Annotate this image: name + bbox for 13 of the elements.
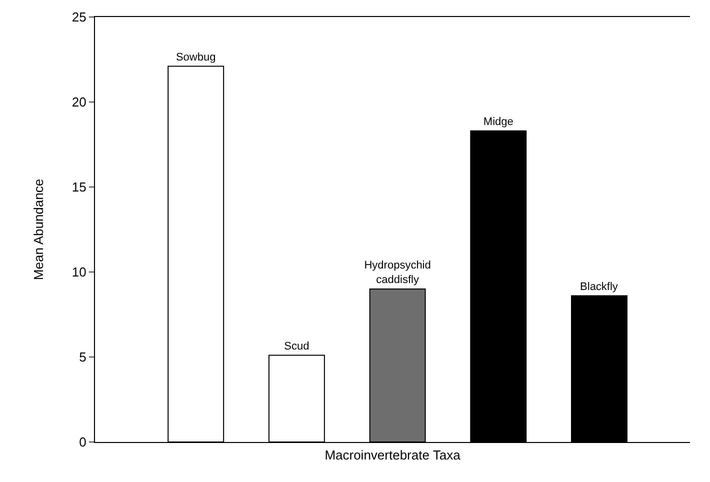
y-axis-title: Mean Abundance: [30, 178, 46, 280]
y-tick-label: 20: [72, 94, 86, 110]
x-tick-label: Blackfly: [580, 280, 618, 293]
y-tick-label: 10: [72, 264, 86, 280]
y-tick-label: 25: [72, 10, 86, 25]
x-tick-label: Scud: [284, 340, 310, 352]
x-tick-label: Midge: [483, 116, 514, 128]
y-tick-label: 15: [72, 180, 86, 195]
x-tick-label: Hydropsychid caddisfly: [364, 260, 431, 286]
y-tick-label: 5: [79, 350, 86, 365]
x-axis-title: Macroinvertebrate Taxa: [324, 448, 462, 463]
y-tick-label: 0: [79, 434, 86, 450]
x-tick-label: Sowbug: [176, 51, 216, 64]
